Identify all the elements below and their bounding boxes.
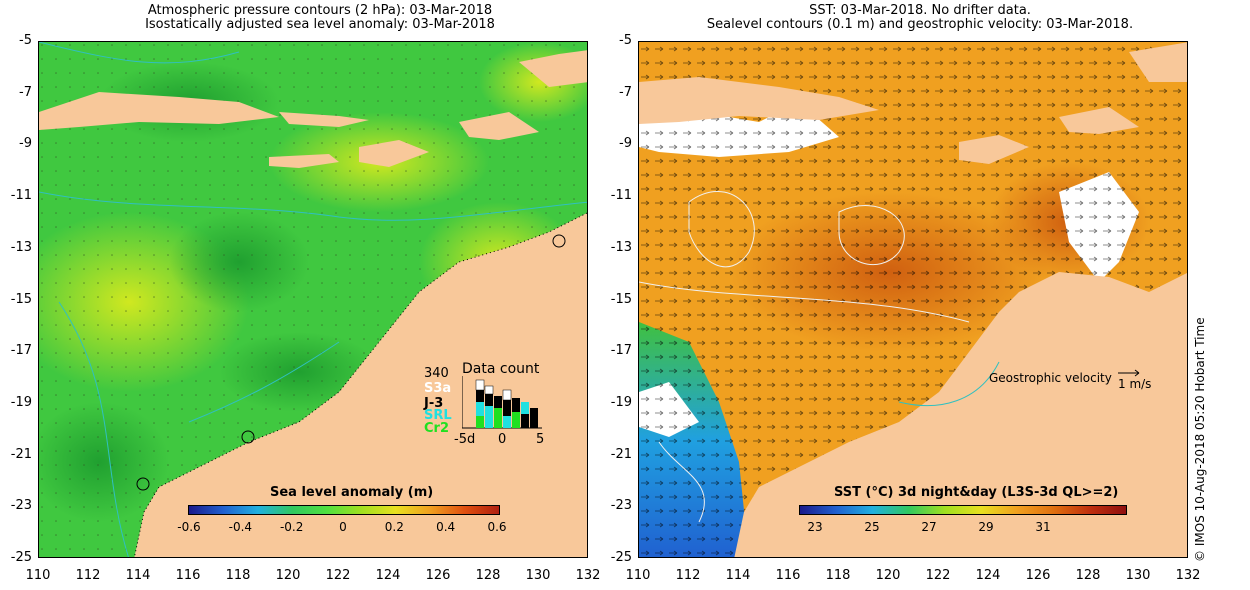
sst-colorbar	[799, 505, 1127, 515]
slaa-colorbar-tick: -0.2	[279, 520, 304, 534]
sst-colorbar-tick: 31	[1035, 520, 1051, 534]
y-tick-label: -23	[10, 498, 32, 514]
sst-canvas	[639, 42, 1187, 557]
y-tick-label: -11	[610, 188, 632, 204]
sat-s3a: S3a	[424, 381, 452, 396]
data-count-max: 340	[424, 366, 449, 381]
y-tick-label: -7	[19, 84, 32, 100]
sst-colorbar-tick: 23	[807, 520, 823, 534]
sat-srl: SRL	[424, 408, 452, 423]
sat-cr2: Cr2	[424, 421, 449, 436]
x-tick-label: 116	[775, 568, 801, 583]
right-title-line2: Sealevel contours (0.1 m) and geostrophi…	[706, 17, 1134, 32]
left-title-line1: Atmospheric pressure contours (2 hPa): 0…	[147, 3, 493, 18]
data-count-histogram	[462, 376, 542, 429]
x-tick-label: 132	[1175, 568, 1201, 583]
y-tick-label: -17	[10, 343, 32, 359]
slaa-colorbar-tick: 0.2	[384, 520, 404, 534]
slaa-colorbar-tick: 0	[339, 520, 347, 534]
x-tick-label: 120	[875, 568, 901, 583]
y-tick-label: -13	[10, 239, 32, 255]
java-land	[39, 92, 279, 130]
y-tick-label: -19	[610, 394, 632, 410]
x-tick-label: 128	[475, 568, 501, 583]
y-tick-label: -13	[610, 239, 632, 255]
slaa-colorbar-title: Sea level anomaly (m)	[270, 485, 434, 500]
y-tick-label: -25	[610, 550, 632, 565]
y-tick-label: -17	[610, 343, 632, 359]
x-tick-label: 116	[175, 568, 201, 583]
right-title: SST: 03-Mar-2018. No drifter data. Seale…	[640, 4, 1200, 32]
x-tick-label: 122	[925, 568, 951, 583]
sst-colorbar-tick: 27	[921, 520, 937, 534]
y-tick-label: -9	[619, 136, 632, 152]
slaa-colorbar-tick: 0.6	[487, 520, 507, 534]
x-tick-label: 126	[1025, 568, 1051, 583]
sst-colorbar-title: SST (°C) 3d night&day (L3S-3d QL>=2)	[834, 485, 1119, 500]
slaa-colorbar	[188, 505, 500, 515]
y-tick-label: -9	[19, 136, 32, 152]
velocity-scale-label: 1 m/s	[1118, 377, 1152, 391]
sst-colorbar-tick: 25	[864, 520, 880, 534]
y-tick-label: -5	[19, 33, 32, 48]
y-tick-label: -21	[10, 446, 32, 462]
x-tick-label: 110	[625, 568, 651, 583]
x-tick-label: 130	[1125, 568, 1151, 583]
x-tick-label: 128	[1075, 568, 1101, 583]
data-count-tick-minus5: -5d	[454, 432, 476, 447]
sat-j3: J-3	[424, 396, 444, 411]
histogram-bars	[475, 379, 538, 428]
slaa-colorbar-tick: -0.6	[177, 520, 201, 534]
x-tick-label: 110	[25, 568, 51, 583]
x-tick-label: 112	[75, 568, 101, 583]
slaa-colorbar-tick: 0.4	[436, 520, 456, 534]
x-tick-label: 124	[975, 568, 1001, 583]
x-tick-label: 124	[375, 568, 401, 583]
x-tick-label: 114	[725, 568, 751, 583]
x-tick-label: 132	[575, 568, 601, 583]
slaa-colorbar-tick: -0.4	[228, 520, 253, 534]
x-tick-label: 112	[675, 568, 701, 583]
x-tick-label: 126	[425, 568, 451, 583]
y-tick-label: -25	[10, 550, 32, 565]
x-tick-label: 120	[275, 568, 301, 583]
x-tick-label: 114	[125, 568, 151, 583]
y-tick-label: -15	[10, 291, 32, 307]
y-tick-label: -19	[10, 394, 32, 410]
x-tick-label: 118	[825, 568, 851, 583]
data-count-title: Data count	[462, 361, 540, 377]
data-count-tick-0: 0	[498, 432, 507, 447]
x-tick-label: 130	[525, 568, 551, 583]
y-tick-label: -21	[610, 446, 632, 462]
y-tick-label: -5	[619, 33, 632, 48]
sst-map	[638, 41, 1188, 558]
x-tick-label: 122	[325, 568, 351, 583]
australia-land-sst	[734, 272, 1187, 557]
velocity-scale-arrow	[1118, 369, 1140, 377]
left-title-line2: Isostatically adjusted sea level anomaly…	[145, 17, 495, 32]
velocity-legend-label: Geostrophic velocity	[989, 371, 1112, 385]
right-title-line1: SST: 03-Mar-2018. No drifter data.	[809, 3, 1031, 18]
y-tick-label: -7	[619, 84, 632, 100]
sea-level-anomaly-map	[38, 41, 588, 558]
sst-colorbar-tick: 29	[978, 520, 994, 534]
australia-land	[134, 213, 587, 557]
left-title: Atmospheric pressure contours (2 hPa): 0…	[50, 4, 590, 32]
data-count-tick-5: 5	[536, 432, 545, 447]
credit-text: © IMOS 10-Aug-2018 05:20 Hobart Time	[1193, 317, 1207, 562]
x-tick-label: 118	[225, 568, 251, 583]
sea-level-anomaly-canvas	[39, 42, 587, 557]
y-tick-label: -11	[10, 188, 32, 204]
y-tick-label: -15	[610, 291, 632, 307]
y-tick-label: -23	[610, 498, 632, 514]
